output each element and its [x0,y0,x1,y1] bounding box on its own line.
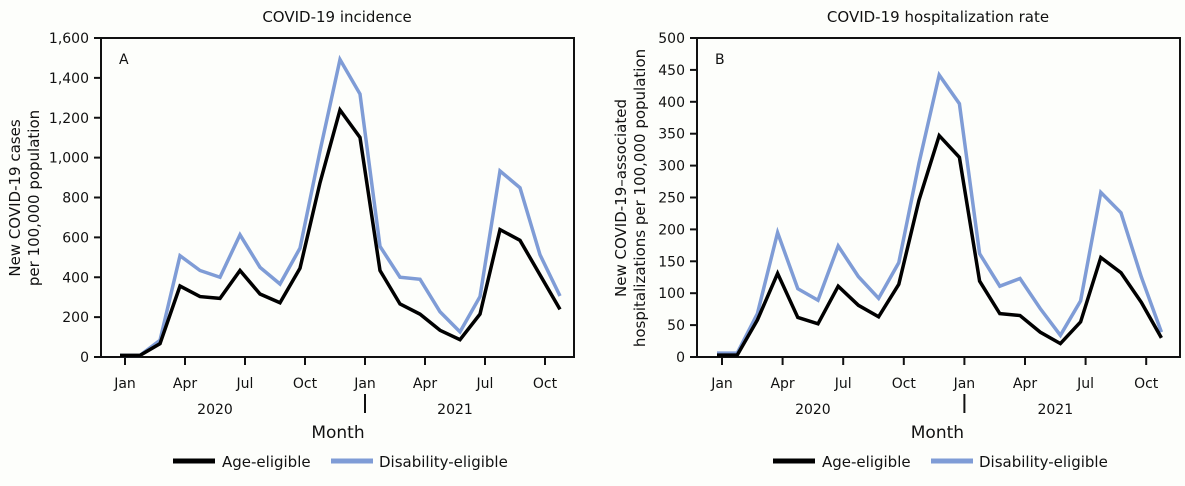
y-axis-label-line: hospitalizations per 100,000 population [631,49,649,347]
year-label: 2021 [1037,402,1073,418]
series-line-disability-eligible [717,70,1164,355]
legend-label: Age-eligible [222,453,311,471]
y-tick-label: 0 [80,350,89,366]
legend-label: Disability-eligible [979,453,1108,471]
y-axis-label-line: New COVID-19–associated [612,99,630,297]
x-tick-label: Jan [353,376,376,392]
y-tick-label: 1,600 [49,31,89,47]
y-tick-label: 400 [658,95,685,111]
x-tick-label: Oct [1134,376,1159,392]
y-tick-label: 800 [62,191,89,207]
x-axis-label: Month [311,423,364,443]
chart-panel-b: COVID-19 hospitalization rate B 0 50 100 150 2… [612,8,1181,471]
x-tick-label: Jan [113,376,136,392]
x-tick-label: Oct [533,376,558,392]
y-axis-label-line: New COVID-19 cases [6,119,24,276]
x-tick-label: Jan [710,376,733,392]
x-tick-label: Apr [413,376,437,392]
y-tick-label: 600 [62,230,89,246]
y-tick-label: 500 [658,31,685,47]
y-tick-label: 0 [676,350,685,366]
legend: Age-eligible Disability-eligible [173,453,508,471]
legend-label: Age-eligible [822,453,911,471]
y-tick-label: 300 [658,159,685,175]
y-tick-label: 200 [658,222,685,238]
year-label: 2021 [437,402,473,418]
year-label: 2020 [795,402,831,418]
x-tick-label: Oct [293,376,318,392]
year-label: 2020 [197,402,233,418]
legend-label: Disability-eligible [379,453,508,471]
y-tick-label: 100 [658,286,685,302]
y-axis-label: New COVID-19 casesper 100,000 population [6,110,43,286]
x-tick-label: Apr [173,376,197,392]
x-tick-label: Jul [476,376,494,392]
y-tick-label: 200 [62,310,89,326]
x-tick-label: Oct [892,376,917,392]
series-line-age-eligible [120,106,562,358]
legend: Age-eligible Disability-eligible [773,453,1108,471]
y-tick-label: 1,200 [49,111,89,127]
panel-label: A [119,52,129,68]
x-tick-label: Jul [1076,376,1094,392]
chart-title: COVID-19 incidence [262,8,411,26]
x-tick-label: Apr [770,376,794,392]
panel-label: B [715,52,725,68]
x-tick-label: Jul [834,376,852,392]
series-line-disability-eligible [120,54,562,358]
y-tick-label: 1,400 [49,71,89,87]
x-tick-label: Apr [1013,376,1037,392]
y-tick-label: 350 [658,127,685,143]
y-tick-label: 150 [658,254,685,270]
y-tick-label: 450 [658,63,685,79]
y-tick-label: 400 [62,270,89,286]
chart-panel-a: COVID-19 incidence A 0 200 400 600 800 1,000 1,2… [6,8,575,471]
x-tick-label: Jul [236,376,254,392]
y-axis-label: New COVID-19–associatedhospitalizations … [612,49,649,347]
y-tick-label: 1,000 [49,151,89,167]
chart-title: COVID-19 hospitalization rate [827,8,1049,26]
y-axis-label-line: per 100,000 population [25,110,43,286]
y-tick-label: 250 [658,191,685,207]
x-tick-label: Jan [953,376,976,392]
x-axis-label: Month [911,423,964,443]
series-line-age-eligible [717,132,1163,357]
y-tick-label: 50 [667,318,685,334]
